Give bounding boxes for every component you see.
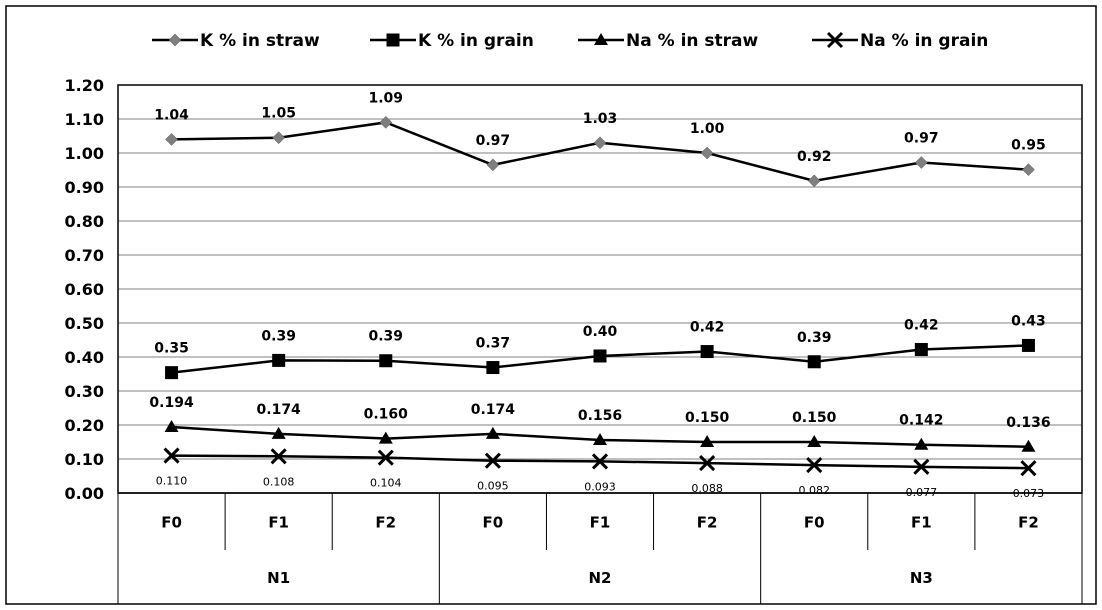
data-label: 1.03	[583, 111, 618, 127]
data-label: 0.37	[476, 336, 511, 352]
y-tick-label: 0.00	[65, 484, 104, 503]
y-tick-label: 0.20	[65, 416, 104, 435]
square-marker	[486, 361, 499, 374]
x-group-label: N3	[910, 569, 933, 587]
square-marker	[1022, 339, 1035, 352]
data-label: 0.43	[1011, 313, 1046, 329]
square-marker	[594, 349, 607, 362]
data-label: 0.142	[899, 413, 943, 429]
data-label: 0.160	[364, 407, 409, 423]
data-label: 0.150	[792, 410, 837, 426]
square-marker	[379, 354, 392, 367]
data-label: 0.150	[685, 410, 730, 426]
x-group-label: N2	[589, 569, 612, 587]
legend-label: Na % in straw	[626, 31, 759, 51]
data-label: 0.174	[471, 402, 516, 418]
data-label: 0.92	[797, 149, 832, 165]
data-label: 0.108	[263, 475, 295, 488]
x-category-label: F1	[911, 514, 932, 532]
legend-label: K % in grain	[418, 31, 534, 51]
square-marker	[701, 345, 714, 358]
legend-square-marker	[387, 34, 400, 47]
data-label: 0.110	[156, 475, 188, 488]
y-tick-label: 1.00	[65, 144, 104, 163]
data-label: 0.073	[1013, 487, 1045, 500]
data-label: 0.136	[1006, 415, 1050, 431]
square-marker	[165, 366, 178, 379]
data-label: 0.104	[370, 477, 402, 490]
data-label: 0.174	[257, 402, 302, 418]
y-tick-label: 0.40	[65, 348, 104, 367]
y-tick-label: 0.10	[65, 450, 104, 469]
legend-label: K % in straw	[200, 31, 320, 51]
x-category-label: F1	[268, 514, 289, 532]
data-label: 0.156	[578, 408, 622, 424]
y-tick-label: 0.50	[65, 314, 104, 333]
x-category-label: F0	[483, 514, 504, 532]
y-tick-label: 0.30	[65, 382, 104, 401]
data-label: 1.05	[261, 106, 296, 122]
data-label: 0.42	[904, 318, 939, 334]
data-label: 0.42	[690, 320, 725, 336]
x-category-label: F2	[1018, 514, 1039, 532]
data-label: 0.39	[369, 329, 404, 345]
data-label: 0.088	[691, 482, 723, 495]
data-label: 0.97	[904, 131, 939, 147]
data-label: 0.35	[154, 341, 189, 357]
x-category-label: F0	[161, 514, 182, 532]
y-tick-label: 0.70	[65, 246, 104, 265]
y-tick-label: 0.60	[65, 280, 104, 299]
x-group-label: N1	[267, 569, 290, 587]
data-label: 0.077	[906, 486, 938, 499]
data-label: 0.082	[798, 484, 830, 497]
legend-label: Na % in grain	[860, 31, 988, 51]
x-category-label: F0	[804, 514, 825, 532]
data-label: 0.40	[583, 324, 618, 340]
data-label: 0.95	[1011, 138, 1046, 154]
data-label: 0.39	[261, 328, 296, 344]
data-label: 0.97	[476, 133, 511, 149]
data-label: 0.095	[477, 480, 509, 493]
y-tick-label: 1.20	[65, 76, 104, 95]
data-label: 1.00	[690, 121, 725, 137]
data-label: 0.39	[797, 330, 832, 346]
y-tick-label: 0.90	[65, 178, 104, 197]
data-label: 1.04	[154, 107, 189, 123]
y-tick-label: 0.80	[65, 212, 104, 231]
square-marker	[915, 343, 928, 356]
x-category-label: F2	[697, 514, 718, 532]
x-category-label: F2	[375, 514, 396, 532]
data-label: 0.194	[149, 395, 194, 411]
square-marker	[272, 354, 285, 367]
y-tick-label: 1.10	[65, 110, 104, 129]
data-label: 0.093	[584, 480, 616, 493]
square-marker	[808, 355, 821, 368]
x-category-label: F1	[590, 514, 611, 532]
data-label: 1.09	[369, 90, 404, 106]
